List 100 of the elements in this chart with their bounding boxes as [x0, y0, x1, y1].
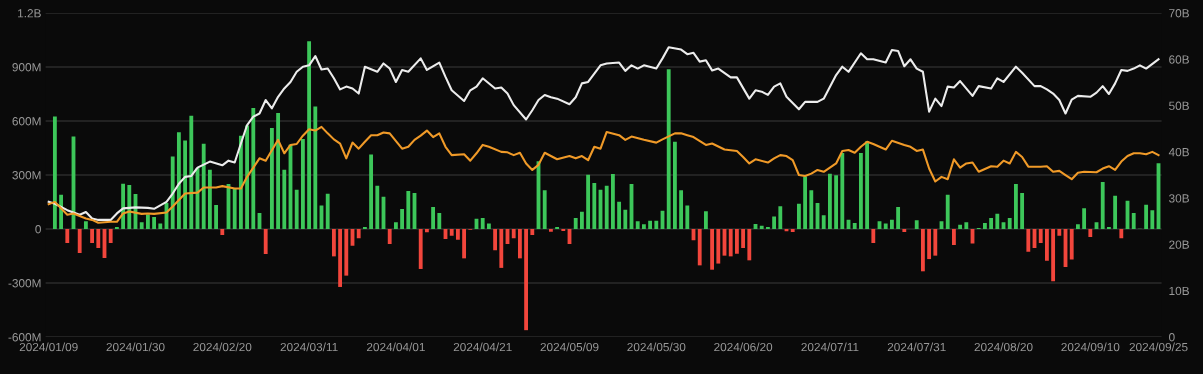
bar — [728, 229, 733, 257]
bar — [201, 143, 206, 230]
bar — [648, 220, 653, 230]
bar — [685, 205, 690, 230]
bar — [480, 218, 485, 230]
x-tick-label: 2024/05/30 — [627, 342, 686, 352]
bar — [220, 229, 225, 235]
bar — [1075, 224, 1080, 230]
bar — [325, 193, 330, 230]
bar — [896, 207, 901, 230]
bar — [927, 229, 932, 260]
bar — [282, 169, 287, 230]
bar — [455, 229, 460, 240]
bar — [592, 183, 597, 230]
bar — [276, 113, 281, 230]
y2-tick-label: 0 — [1169, 333, 1175, 342]
bar — [982, 223, 987, 230]
bar — [617, 201, 622, 230]
bar — [747, 229, 752, 261]
bar — [108, 229, 113, 244]
y2-tick-label: 70B — [1169, 9, 1189, 18]
bar — [759, 225, 764, 230]
y2-tick-label: 40B — [1168, 147, 1189, 157]
bar — [821, 215, 826, 230]
bar — [1069, 229, 1074, 260]
bar — [158, 223, 163, 230]
bar — [1131, 212, 1136, 230]
bar — [344, 229, 349, 276]
y2-tick-label: 50B — [1169, 101, 1189, 110]
bar — [431, 207, 436, 230]
x-tick-label: 2024/01/09 — [19, 342, 78, 352]
bar — [840, 153, 845, 230]
bar — [610, 174, 615, 230]
x-tick-label: 2024/07/11 — [801, 342, 859, 352]
line-series — [47, 46, 1160, 221]
bar — [1007, 218, 1012, 230]
bar — [127, 185, 132, 230]
bar — [90, 229, 95, 244]
bar — [889, 219, 894, 230]
bar — [858, 153, 863, 230]
bar — [170, 156, 175, 230]
bar — [300, 139, 305, 230]
bar — [77, 229, 82, 253]
bar — [672, 141, 677, 230]
bar — [710, 229, 715, 270]
bar — [865, 141, 870, 230]
bar — [995, 213, 1000, 230]
bar — [245, 125, 250, 230]
x-tick-label: 2024/06/20 — [714, 342, 773, 352]
bar — [1150, 210, 1155, 230]
x-tick-label: 2024/02/20 — [193, 342, 252, 352]
bar — [1051, 229, 1056, 282]
y-tick-label: -600M — [8, 333, 41, 342]
bar — [524, 229, 529, 331]
bar — [1088, 229, 1093, 237]
bar — [635, 221, 640, 230]
bar — [145, 214, 150, 230]
y2-tick-label: 20B — [1169, 240, 1189, 249]
bar — [920, 229, 925, 272]
x-tick-label: 2024/08/20 — [974, 342, 1033, 352]
bar — [152, 216, 157, 230]
bar — [1044, 229, 1049, 261]
bar — [654, 220, 659, 230]
bar — [517, 229, 522, 259]
bar — [294, 189, 299, 230]
bar — [586, 174, 591, 230]
bar — [964, 222, 969, 230]
bar — [666, 69, 671, 230]
y2-tick-label: 10B — [1169, 286, 1189, 296]
bar — [375, 185, 380, 230]
bar — [449, 229, 454, 236]
bar — [338, 229, 343, 287]
x-tick-label: 2024/09/25 — [1129, 342, 1188, 352]
bar — [809, 190, 814, 230]
x-tick-label: 2024/09/10 — [1061, 342, 1120, 352]
y-tick-label: -300M — [8, 279, 41, 288]
x-tick-label: 2024/01/30 — [106, 342, 165, 352]
bar — [734, 229, 739, 254]
bar — [542, 190, 547, 230]
bar — [1026, 229, 1031, 252]
bar — [387, 229, 392, 244]
bar — [269, 128, 274, 230]
x-tick-label: 2024/03/11 — [280, 342, 338, 352]
bar — [883, 223, 888, 230]
y2-tick-label: 30B — [1169, 194, 1189, 203]
bar — [1082, 208, 1087, 230]
bar — [232, 189, 237, 230]
bar — [778, 206, 783, 230]
bar — [697, 229, 702, 266]
bar — [462, 229, 467, 259]
bar — [1100, 182, 1105, 230]
bar — [406, 191, 411, 230]
bar — [486, 223, 491, 230]
bar — [1013, 184, 1018, 230]
bar — [852, 223, 857, 230]
bar — [945, 194, 950, 230]
bar — [827, 173, 832, 230]
bar — [548, 229, 553, 232]
bar — [424, 229, 429, 233]
bar — [511, 229, 516, 239]
